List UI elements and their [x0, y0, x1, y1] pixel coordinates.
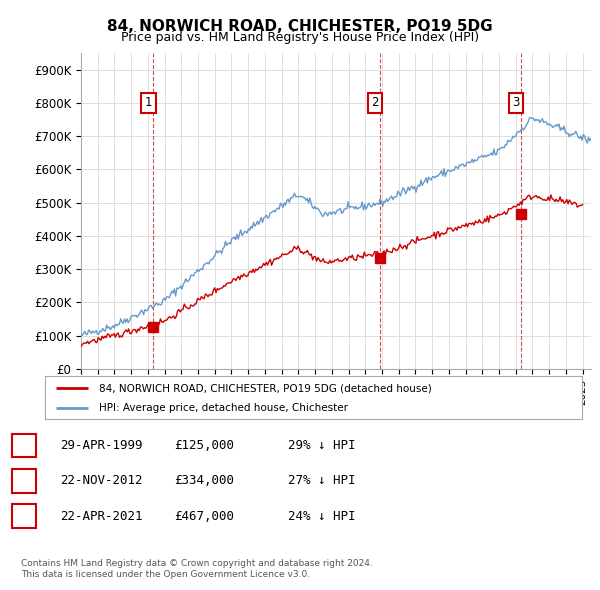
Text: 3: 3: [512, 96, 520, 109]
Text: 27% ↓ HPI: 27% ↓ HPI: [288, 474, 355, 487]
Text: £125,000: £125,000: [174, 439, 234, 452]
Text: 1: 1: [145, 96, 152, 109]
Text: 24% ↓ HPI: 24% ↓ HPI: [288, 510, 355, 523]
Text: Price paid vs. HM Land Registry's House Price Index (HPI): Price paid vs. HM Land Registry's House …: [121, 31, 479, 44]
Text: 84, NORWICH ROAD, CHICHESTER, PO19 5DG: 84, NORWICH ROAD, CHICHESTER, PO19 5DG: [107, 19, 493, 34]
Text: 22-NOV-2012: 22-NOV-2012: [60, 474, 143, 487]
Text: 2: 2: [371, 96, 379, 109]
Text: 29-APR-1999: 29-APR-1999: [60, 439, 143, 452]
Text: £334,000: £334,000: [174, 474, 234, 487]
Text: 2: 2: [20, 474, 28, 487]
Text: 22-APR-2021: 22-APR-2021: [60, 510, 143, 523]
Text: 3: 3: [20, 510, 28, 523]
Text: Contains HM Land Registry data © Crown copyright and database right 2024.: Contains HM Land Registry data © Crown c…: [21, 559, 373, 568]
Text: 84, NORWICH ROAD, CHICHESTER, PO19 5DG (detached house): 84, NORWICH ROAD, CHICHESTER, PO19 5DG (…: [98, 384, 431, 394]
Text: 1: 1: [20, 439, 28, 452]
Text: This data is licensed under the Open Government Licence v3.0.: This data is licensed under the Open Gov…: [21, 571, 310, 579]
Text: HPI: Average price, detached house, Chichester: HPI: Average price, detached house, Chic…: [98, 404, 348, 413]
Text: £467,000: £467,000: [174, 510, 234, 523]
Text: 29% ↓ HPI: 29% ↓ HPI: [288, 439, 355, 452]
